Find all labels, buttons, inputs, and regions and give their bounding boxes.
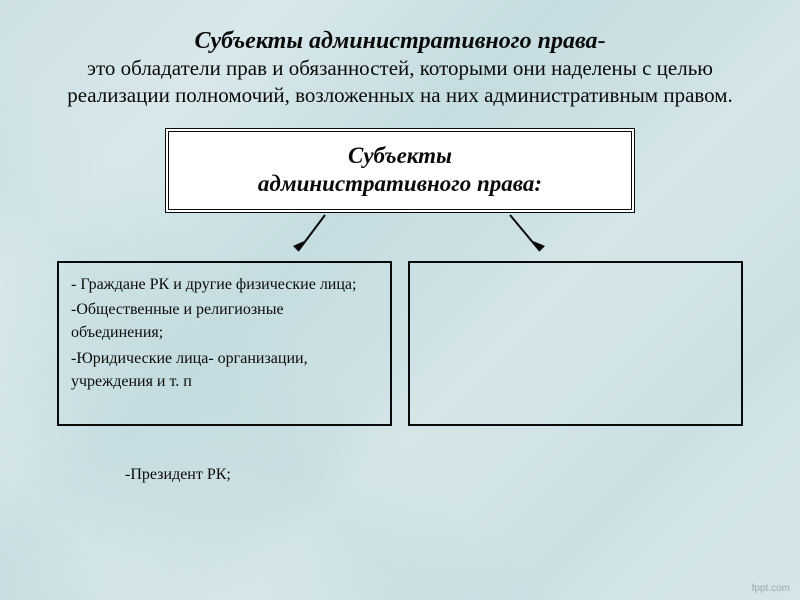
title-dash: - <box>598 28 606 54</box>
left-item-2: -Юридические лица- организации, учрежден… <box>71 347 378 393</box>
center-box-line2: административного права: <box>181 170 619 199</box>
subtitle-text: это обладатели прав и обязанностей, кото… <box>40 55 760 110</box>
heading-block: Субъекты административного права- это об… <box>40 28 760 110</box>
left-branch-box: - Граждане РК и другие физические лица; … <box>57 261 392 426</box>
footer-item: -Президент РК; <box>125 466 760 484</box>
arrow-right-icon <box>505 213 550 261</box>
arrow-left-icon <box>290 213 335 261</box>
watermark: fppt.com <box>752 583 790 594</box>
right-branch-box <box>408 261 743 426</box>
center-box-line1: Субъекты <box>181 142 619 171</box>
center-box: Субъекты административного права: <box>165 128 635 214</box>
arrows-container <box>40 213 760 261</box>
slide-container: Субъекты административного права- это об… <box>0 0 800 600</box>
branches-row: - Граждане РК и другие физические лица; … <box>40 261 760 426</box>
main-title: Субъекты административного права <box>194 28 597 54</box>
left-item-0: - Граждане РК и другие физические лица; <box>71 273 378 296</box>
left-item-1: -Общественные и религиозные объединения; <box>71 298 378 344</box>
